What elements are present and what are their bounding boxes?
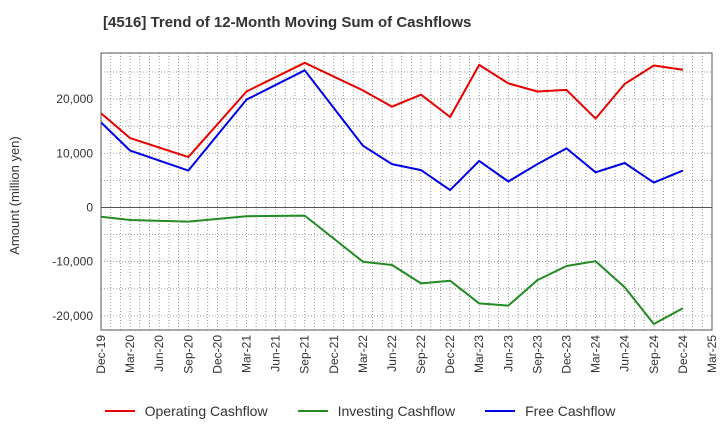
- x-tick-label: Mar-24: [589, 335, 603, 373]
- grid: [101, 53, 712, 330]
- x-tick-label: Dec-21: [327, 335, 341, 374]
- y-axis-title: Amount (million yen): [7, 136, 22, 255]
- series-line-free-cashflow: [100, 69, 684, 192]
- series-line-operating-cashflow: [100, 61, 684, 159]
- plot-frame: [100, 52, 713, 331]
- legend-swatch: [485, 410, 516, 412]
- x-tick-label: Mar-23: [472, 335, 486, 373]
- x-tick-label: Jun-23: [501, 335, 515, 372]
- chart-title: [4516] Trend of 12-Month Moving Sum of C…: [103, 14, 472, 31]
- y-axis-ticks: -20,000 -10,000 0 10,000 20,000: [52, 92, 93, 323]
- x-tick-label: Mar-25: [705, 335, 719, 373]
- series-layer: [100, 61, 684, 325]
- legend-item: Operating Cashflow: [104, 403, 268, 419]
- legend-swatch: [104, 410, 135, 412]
- y-tick-label: 0: [86, 200, 93, 214]
- legend-label: Operating Cashflow: [144, 403, 268, 419]
- legend: Operating Cashflow Investing Cashflow Free…: [0, 403, 720, 419]
- legend-item: Free Cashflow: [485, 403, 615, 419]
- y-tick-label: -20,000: [52, 309, 93, 323]
- x-tick-label: Jun-20: [152, 335, 166, 372]
- x-tick-label: Dec-22: [443, 335, 457, 374]
- y-tick-label: -10,000: [52, 255, 93, 269]
- x-axis-ticks: Dec-19 Mar-20 Jun-20 Sep-20 Dec-20 Mar-21 Jun-…: [94, 335, 719, 374]
- x-tick-label: Sep-24: [647, 335, 661, 374]
- legend-label: Investing Cashflow: [337, 403, 456, 419]
- legend-item: Investing Cashflow: [297, 403, 456, 419]
- x-tick-label: Mar-22: [356, 335, 370, 373]
- x-tick-label: Sep-20: [181, 335, 195, 374]
- x-tick-label: Sep-23: [530, 335, 544, 374]
- y-tick-label: 20,000: [56, 92, 93, 106]
- x-tick-label: Dec-20: [210, 335, 224, 374]
- x-tick-label: Mar-20: [123, 335, 137, 373]
- x-tick-label: Sep-21: [298, 335, 312, 374]
- x-tick-label: Dec-23: [560, 335, 574, 374]
- x-tick-label: Mar-21: [239, 335, 253, 373]
- x-tick-label: Dec-19: [94, 335, 108, 374]
- x-tick-label: Sep-22: [414, 335, 428, 374]
- y-tick-label: 10,000: [56, 146, 93, 160]
- x-tick-label: Jun-24: [618, 335, 632, 372]
- legend-label: Free Cashflow: [525, 403, 616, 419]
- x-tick-label: Jun-22: [385, 335, 399, 372]
- plot-area: [101, 53, 712, 330]
- legend-swatch: [297, 410, 328, 412]
- series-line-investing-cashflow: [100, 214, 684, 325]
- x-tick-label: Jun-21: [269, 335, 283, 372]
- x-tick-label: Dec-24: [676, 335, 690, 374]
